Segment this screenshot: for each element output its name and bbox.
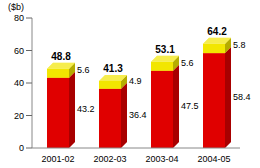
- svg-text:64.2: 64.2: [207, 26, 227, 37]
- svg-text:43.2: 43.2: [77, 104, 95, 114]
- svg-text:4.9: 4.9: [129, 76, 142, 86]
- svg-text:5.8: 5.8: [233, 40, 246, 50]
- svg-text:($b): ($b): [8, 2, 24, 12]
- svg-text:80: 80: [14, 13, 24, 23]
- svg-text:47.5: 47.5: [181, 101, 199, 111]
- svg-text:40: 40: [14, 78, 24, 88]
- svg-text:36.4: 36.4: [129, 110, 147, 120]
- svg-text:2003-04: 2003-04: [145, 154, 178, 164]
- svg-text:58.4: 58.4: [233, 92, 251, 102]
- svg-text:20: 20: [14, 111, 24, 121]
- svg-text:5.6: 5.6: [77, 65, 90, 75]
- svg-text:48.8: 48.8: [51, 51, 71, 62]
- svg-text:41.3: 41.3: [103, 63, 123, 74]
- svg-text:60: 60: [14, 46, 24, 56]
- svg-text:2002-03: 2002-03: [93, 154, 126, 164]
- svg-text:0: 0: [19, 143, 24, 153]
- svg-text:2001-02: 2001-02: [41, 154, 74, 164]
- svg-text:5.6: 5.6: [181, 58, 194, 68]
- svg-text:53.1: 53.1: [155, 44, 175, 55]
- svg-text:2004-05: 2004-05: [197, 154, 230, 164]
